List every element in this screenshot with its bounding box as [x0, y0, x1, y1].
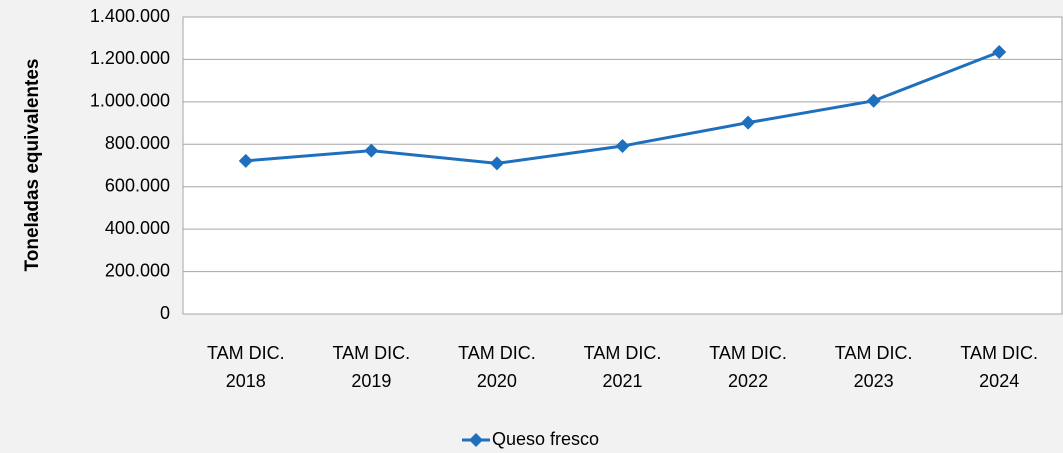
legend-label: Queso fresco [492, 429, 599, 449]
y-tick-label: 400.000 [105, 218, 170, 238]
y-tick-label: 0 [160, 303, 170, 323]
plot-area [182, 16, 1063, 315]
point-marker [866, 93, 881, 108]
y-tick-label: 800.000 [105, 133, 170, 153]
point-marker [615, 138, 630, 153]
point-marker [741, 115, 756, 130]
x-tick-label: TAM DIC. 2022 [709, 343, 787, 391]
legend-marker [469, 433, 483, 447]
point-marker [238, 153, 253, 168]
y-tick-label: 1.200.000 [90, 48, 170, 68]
y-tick-label: 200.000 [105, 260, 170, 280]
x-tick-label: TAM DIC. 2021 [583, 343, 662, 391]
x-tick-label: TAM DIC. 2020 [458, 343, 536, 391]
y-axis-label: Toneladas equivalentes [22, 59, 43, 272]
x-tick-label: TAM DIC. 2019 [332, 343, 411, 391]
y-tick-label: 600.000 [105, 175, 170, 195]
y-tick-label: 1.400.000 [90, 6, 170, 26]
x-tick-label: TAM DIC. 2023 [834, 343, 913, 391]
point-marker [992, 45, 1007, 60]
x-tick-label: TAM DIC. 2018 [206, 343, 285, 391]
x-tick-label: TAM DIC. 2024 [960, 343, 1039, 391]
point-marker [489, 156, 504, 171]
point-marker [364, 143, 379, 158]
y-tick-label: 1.000.000 [90, 91, 170, 111]
